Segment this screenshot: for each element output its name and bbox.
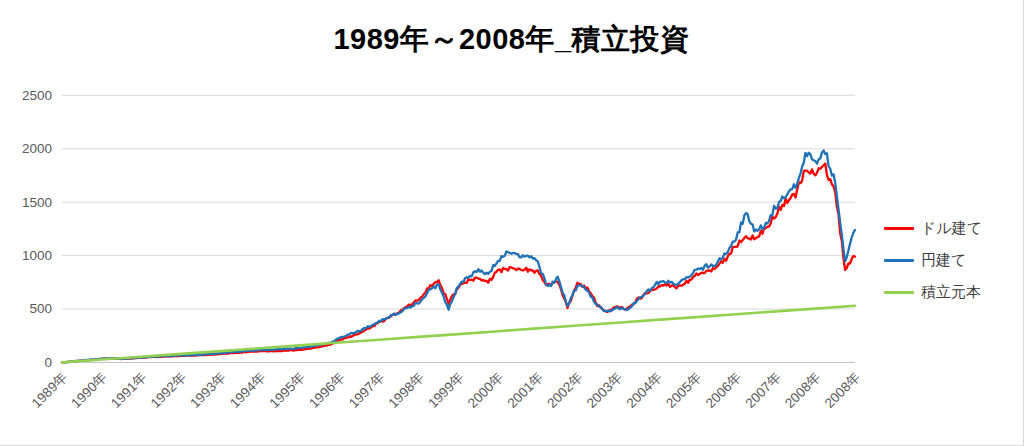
legend-item-dollar: ドル建て: [884, 212, 982, 244]
x-tick-label: 1997年: [346, 369, 388, 411]
legend-label-yen: 円建て: [921, 251, 966, 270]
x-tick-label: 1990年: [68, 369, 110, 411]
y-tick-label: 1500: [22, 195, 52, 210]
legend-line-swatch-green: [884, 291, 914, 294]
series-line-principal: [62, 306, 855, 363]
y-tick-label: 1000: [22, 248, 52, 263]
x-tick-label: 2000年: [465, 369, 507, 411]
x-tick-label: 2002年: [544, 369, 586, 411]
legend-line-swatch-red: [884, 227, 914, 230]
legend-item-principal: 積立元本: [884, 276, 982, 308]
series-line-yen: [62, 151, 855, 363]
x-axis-labels: 1989年1990年1991年1992年1993年1994年1995年1996年…: [29, 369, 864, 411]
legend-label-dollar: ドル建て: [921, 219, 982, 238]
x-tick-label: 2006年: [703, 369, 745, 411]
x-tick-label: 2004年: [623, 369, 665, 411]
x-tick-label: 1999年: [425, 369, 467, 411]
series-lines: [62, 151, 855, 363]
y-tick-label: 2500: [22, 88, 52, 103]
y-tick-label: 0: [44, 355, 52, 370]
y-axis-labels: 0 500 1000 1500 2000 2500: [22, 88, 52, 370]
x-tick-label: 2008年: [782, 369, 824, 411]
x-tick-label: 1993年: [187, 369, 229, 411]
x-tick-label: 1992年: [148, 369, 190, 411]
x-tick-label: 2001年: [505, 369, 547, 411]
x-tick-label: 2005年: [663, 369, 705, 411]
x-tick-label: 1991年: [108, 369, 150, 411]
x-tick-label: 1989年: [29, 369, 71, 411]
legend-item-yen: 円建て: [884, 244, 982, 276]
x-tick-label: 1998年: [386, 369, 428, 411]
chart-frame: 1989年～2008年_積立投資 05001000150020002500 19…: [0, 0, 1024, 446]
legend: ドル建て 円建て 積立元本: [884, 212, 982, 308]
chart-canvas: 0 500 1000 1500 2000 2500 1989年1990年1991年1992…: [0, 0, 1024, 446]
x-tick-label: 2008年: [822, 369, 864, 411]
y-tick-label: 500: [29, 301, 52, 316]
x-tick-label: 2003年: [584, 369, 626, 411]
x-tick-label: 2007年: [742, 369, 784, 411]
legend-line-swatch-blue: [884, 259, 914, 262]
series-line-dollar: [62, 164, 855, 363]
x-tick-label: 1995年: [267, 369, 309, 411]
legend-label-principal: 積立元本: [921, 283, 981, 302]
y-tick-label: 2000: [22, 141, 52, 156]
gridlines: [62, 95, 855, 362]
x-tick-label: 1994年: [227, 369, 269, 411]
x-tick-label: 1996年: [306, 369, 348, 411]
